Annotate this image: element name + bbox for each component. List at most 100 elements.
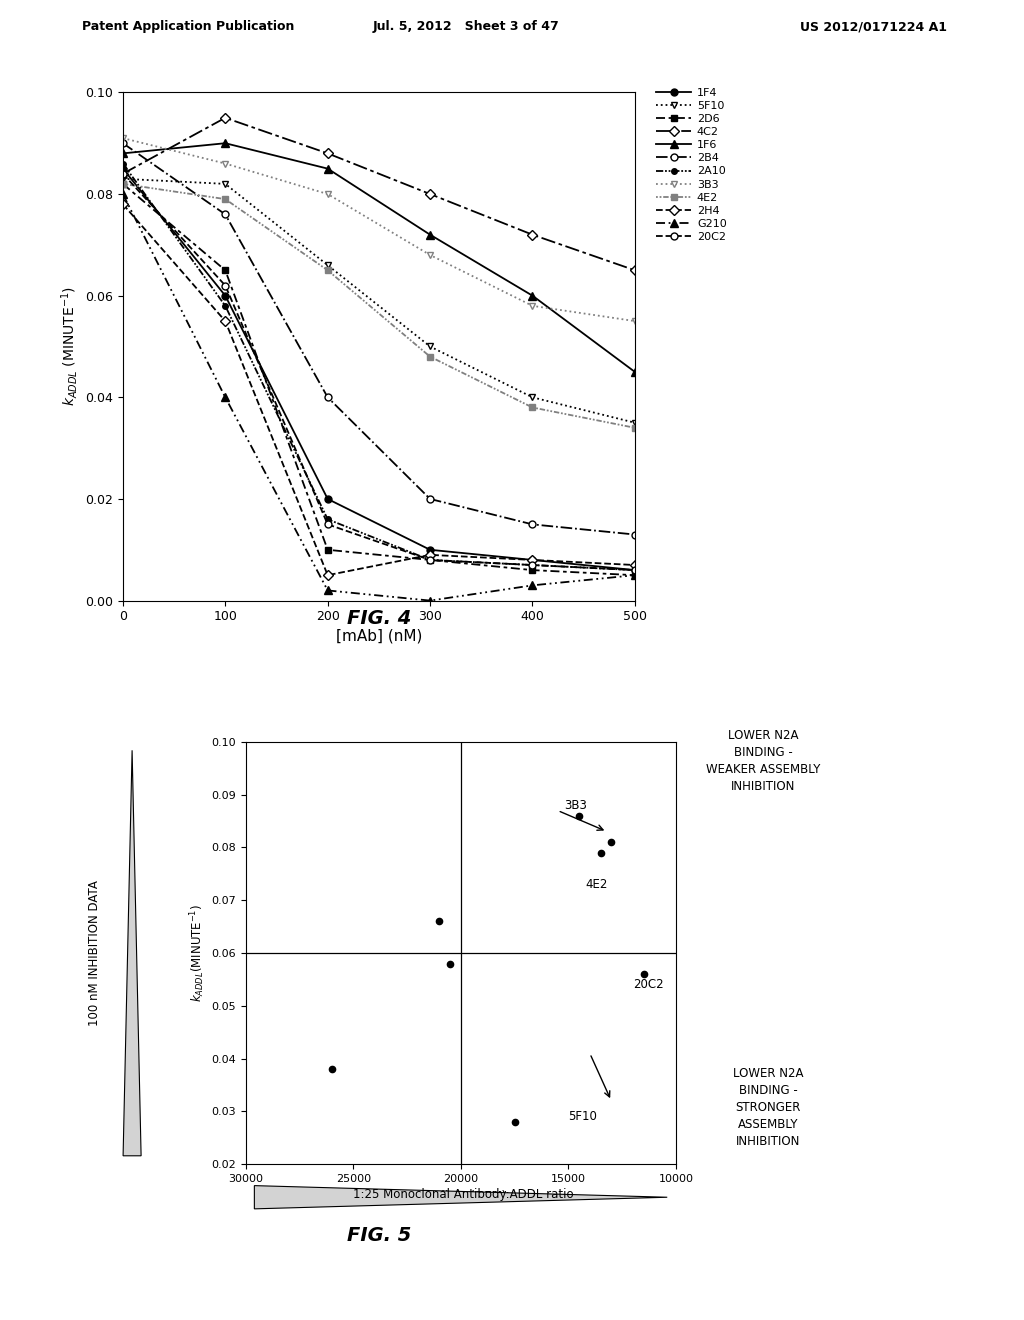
4E2 xyxy=(322,263,334,279)
2A10 xyxy=(526,557,539,573)
20C2 xyxy=(526,557,539,573)
20C2 xyxy=(424,552,436,568)
X-axis label: Binding (RFU): Binding (RFU) xyxy=(415,1189,507,1203)
5F10 xyxy=(322,257,334,273)
Text: 4E2: 4E2 xyxy=(586,878,608,891)
4C2 xyxy=(117,166,129,182)
G210 xyxy=(219,389,231,405)
3B3 xyxy=(322,186,334,202)
2D6 xyxy=(219,263,231,279)
Line: 2H4: 2H4 xyxy=(120,201,638,578)
4E2 xyxy=(526,400,539,416)
Text: Jul. 5, 2012   Sheet 3 of 47: Jul. 5, 2012 Sheet 3 of 47 xyxy=(373,20,559,33)
1F4 xyxy=(322,491,334,507)
2A10 xyxy=(424,552,436,568)
Line: 4E2: 4E2 xyxy=(120,181,638,430)
2B4 xyxy=(526,516,539,532)
Line: 5F10: 5F10 xyxy=(120,176,638,426)
20C2 xyxy=(219,277,231,293)
Y-axis label: $k_{ADDL}$(MINUTE$^{-1}$): $k_{ADDL}$(MINUTE$^{-1}$) xyxy=(188,904,207,1002)
Line: 2A10: 2A10 xyxy=(120,161,638,573)
2H4 xyxy=(117,197,129,213)
1F6 xyxy=(322,161,334,177)
Text: LOWER N2A
BINDING -
WEAKER ASSEMBLY
INHIBITION: LOWER N2A BINDING - WEAKER ASSEMBLY INHI… xyxy=(706,729,820,792)
Text: US 2012/0171224 A1: US 2012/0171224 A1 xyxy=(800,20,947,33)
1F6 xyxy=(117,145,129,161)
Text: Patent Application Publication: Patent Application Publication xyxy=(82,20,294,33)
Line: 2B4: 2B4 xyxy=(120,140,638,539)
Line: G210: G210 xyxy=(119,190,639,605)
4C2 xyxy=(424,186,436,202)
1F6 xyxy=(526,288,539,304)
2B4 xyxy=(322,389,334,405)
G210 xyxy=(629,568,641,583)
1F4 xyxy=(629,562,641,578)
4C2 xyxy=(322,145,334,161)
4E2 xyxy=(424,348,436,364)
2D6 xyxy=(117,176,129,191)
Y-axis label: $k_{ADDL}$ (MINUTE$^{-1}$): $k_{ADDL}$ (MINUTE$^{-1}$) xyxy=(58,286,80,407)
5F10 xyxy=(424,338,436,354)
2A10 xyxy=(219,298,231,314)
Text: FIG. 4: FIG. 4 xyxy=(347,610,411,628)
2B4 xyxy=(219,206,231,222)
3B3 xyxy=(424,247,436,263)
Line: 20C2: 20C2 xyxy=(120,170,638,574)
Line: 2D6: 2D6 xyxy=(120,181,638,578)
2H4 xyxy=(526,552,539,568)
20C2 xyxy=(629,562,641,578)
2A10 xyxy=(322,511,334,527)
Text: 20C2: 20C2 xyxy=(633,978,664,991)
X-axis label: [mAb] (nM): [mAb] (nM) xyxy=(336,628,422,644)
Legend: 1F4, 5F10, 2D6, 4C2, 1F6, 2B4, 2A10, 3B3, 4E2, 2H4, G210, 20C2: 1F4, 5F10, 2D6, 4C2, 1F6, 2B4, 2A10, 3B3… xyxy=(655,88,727,242)
1F4 xyxy=(424,541,436,557)
2H4 xyxy=(424,546,436,562)
Line: 3B3: 3B3 xyxy=(120,135,638,325)
5F10 xyxy=(219,176,231,191)
4E2 xyxy=(629,420,641,436)
3B3 xyxy=(526,298,539,314)
4C2 xyxy=(526,227,539,243)
G210 xyxy=(424,593,436,609)
1F6 xyxy=(629,364,641,380)
Text: 5F10: 5F10 xyxy=(568,1110,597,1123)
2H4 xyxy=(322,568,334,583)
3B3 xyxy=(629,313,641,329)
Polygon shape xyxy=(123,750,141,1156)
4C2 xyxy=(629,263,641,279)
4E2 xyxy=(117,176,129,191)
5F10 xyxy=(117,170,129,186)
2D6 xyxy=(629,568,641,583)
20C2 xyxy=(322,516,334,532)
2A10 xyxy=(629,562,641,578)
1F4 xyxy=(526,552,539,568)
2A10 xyxy=(117,156,129,172)
Text: FIG. 5: FIG. 5 xyxy=(347,1226,411,1245)
1F6 xyxy=(424,227,436,243)
20C2 xyxy=(117,166,129,182)
2D6 xyxy=(424,552,436,568)
2H4 xyxy=(219,313,231,329)
1F4 xyxy=(117,161,129,177)
G210 xyxy=(322,582,334,598)
3B3 xyxy=(219,156,231,172)
Line: 1F6: 1F6 xyxy=(119,139,639,376)
G210 xyxy=(526,577,539,593)
Line: 1F4: 1F4 xyxy=(120,165,638,574)
2D6 xyxy=(322,541,334,557)
1F4 xyxy=(219,288,231,304)
G210 xyxy=(117,186,129,202)
2B4 xyxy=(117,135,129,150)
5F10 xyxy=(629,414,641,430)
4E2 xyxy=(219,191,231,207)
Text: 100 nM INHIBITION DATA: 100 nM INHIBITION DATA xyxy=(88,880,100,1026)
Polygon shape xyxy=(254,1185,668,1209)
Text: 3B3: 3B3 xyxy=(564,799,587,812)
1F6 xyxy=(219,135,231,150)
2D6 xyxy=(526,562,539,578)
4C2 xyxy=(219,110,231,125)
5F10 xyxy=(526,389,539,405)
Text: LOWER N2A
BINDING -
STRONGER
ASSEMBLY
INHIBITION: LOWER N2A BINDING - STRONGER ASSEMBLY IN… xyxy=(733,1067,803,1147)
Line: 4C2: 4C2 xyxy=(120,115,638,273)
2B4 xyxy=(424,491,436,507)
